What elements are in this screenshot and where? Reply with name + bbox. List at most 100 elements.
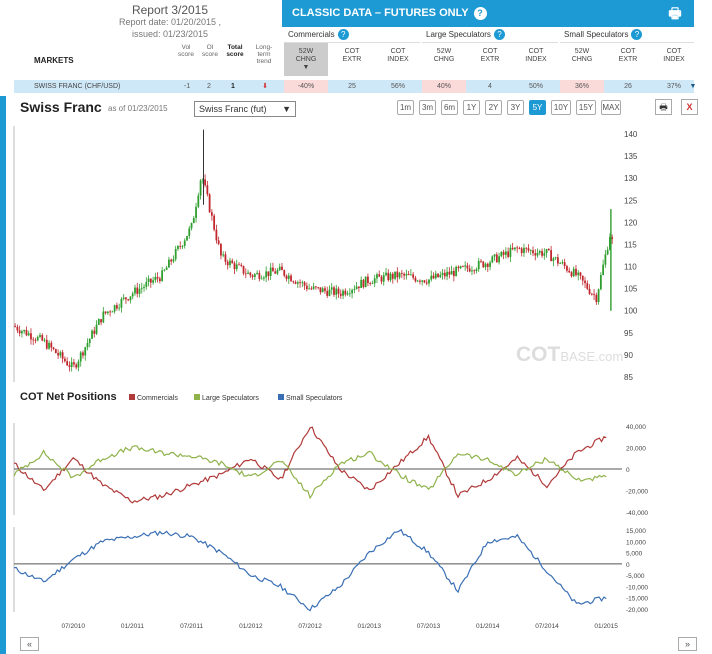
price-tick-label: 110 bbox=[624, 263, 637, 272]
candle-body bbox=[480, 260, 482, 262]
candle-body bbox=[283, 270, 286, 276]
candle-body bbox=[378, 274, 381, 277]
candle-body bbox=[527, 248, 530, 251]
range-button-3m[interactable]: 3m bbox=[419, 100, 436, 115]
total-score-header[interactable]: Total score bbox=[226, 44, 244, 58]
chart-title: Swiss Franc bbox=[20, 99, 102, 115]
candle-body bbox=[95, 324, 98, 334]
candle-body bbox=[389, 273, 392, 281]
candle-body bbox=[364, 276, 367, 288]
candle-body bbox=[158, 278, 161, 282]
y-tick-label: 5,000 bbox=[626, 551, 643, 558]
expand-arrow-icon[interactable]: ▼ bbox=[689, 83, 697, 90]
vol-score-header[interactable]: Vol score bbox=[178, 44, 194, 58]
column-header-chng[interactable]: 52W CHNG bbox=[571, 48, 593, 63]
candle-body bbox=[588, 288, 591, 294]
candle-body bbox=[168, 259, 170, 268]
scroll-right-button[interactable]: » bbox=[678, 637, 697, 651]
x-tick-label: 07/2010 bbox=[61, 623, 85, 630]
x-tick-label: 07/2012 bbox=[298, 623, 322, 630]
candle-body bbox=[66, 361, 69, 366]
report-info: Report 3/2015 Report date: 01/20/2015 , … bbox=[60, 4, 280, 40]
candle-body bbox=[321, 288, 324, 293]
range-button-5y[interactable]: 5Y bbox=[529, 100, 546, 115]
candle-body bbox=[509, 247, 512, 257]
column-header-extr[interactable]: COT EXTR bbox=[480, 48, 500, 63]
candle-body bbox=[434, 273, 437, 279]
total-score: 1 bbox=[231, 83, 235, 90]
candle-body bbox=[355, 286, 358, 290]
candle-body bbox=[177, 246, 179, 250]
candle-body bbox=[136, 287, 139, 294]
candle-body bbox=[294, 282, 297, 284]
legend-small-speculators[interactable]: Small Speculators bbox=[278, 394, 342, 402]
candle-body bbox=[86, 343, 89, 348]
help-icon[interactable]: ? bbox=[473, 7, 487, 20]
legend-commercials[interactable]: Commercials bbox=[129, 394, 178, 402]
candle-body bbox=[391, 273, 394, 279]
left-accent-bar bbox=[0, 96, 6, 654]
range-button-max[interactable]: MAX bbox=[601, 100, 621, 115]
close-icon[interactable]: X bbox=[681, 99, 698, 115]
candle-body bbox=[43, 339, 46, 341]
candle-body bbox=[285, 275, 288, 279]
range-button-2y[interactable]: 2Y bbox=[485, 100, 502, 115]
candle-body bbox=[23, 329, 26, 332]
candle-body bbox=[602, 264, 605, 275]
market-select[interactable]: Swiss Franc (fut) ▼ bbox=[194, 101, 296, 117]
candle-body bbox=[455, 266, 458, 277]
candle-body bbox=[73, 362, 75, 365]
down-arrow-icon: ⬇ bbox=[262, 83, 268, 90]
print-chart-icon[interactable]: 🖶 bbox=[655, 99, 672, 115]
range-button-6m[interactable]: 6m bbox=[441, 100, 458, 115]
candle-body bbox=[287, 275, 290, 279]
help-icon[interactable]: ? bbox=[493, 29, 505, 40]
candle-body bbox=[371, 283, 374, 285]
column-header-extr[interactable]: COT EXTR bbox=[618, 48, 638, 63]
column-header-extr[interactable]: COT EXTR bbox=[342, 48, 362, 63]
y-tick-label: -5,000 bbox=[626, 573, 645, 580]
candle-body bbox=[50, 342, 53, 348]
help-icon[interactable]: ? bbox=[631, 29, 643, 40]
range-button-1m[interactable]: 1m bbox=[397, 100, 414, 115]
market-name[interactable]: SWISS FRANC (CHF/USD) bbox=[34, 83, 121, 90]
candle-body bbox=[493, 254, 496, 257]
column-header-chng[interactable]: 52W CHNG ▼ bbox=[284, 43, 328, 76]
market-row-swiss-franc[interactable] bbox=[14, 80, 694, 93]
help-icon[interactable]: ? bbox=[337, 29, 349, 40]
x-tick-label: 01/2012 bbox=[239, 623, 263, 630]
column-header-index[interactable]: COT INDEX bbox=[525, 48, 547, 63]
range-button-10y[interactable]: 10Y bbox=[551, 100, 571, 115]
watermark: COTBASE.com bbox=[516, 343, 624, 366]
range-button-15y[interactable]: 15Y bbox=[576, 100, 596, 115]
candle-body bbox=[432, 275, 435, 279]
y-tick-label: -15,000 bbox=[626, 596, 648, 603]
candle-body bbox=[75, 364, 78, 368]
candle-body bbox=[396, 271, 399, 278]
y-tick-label: 0 bbox=[626, 467, 630, 474]
y-tick-label: 40,000 bbox=[626, 424, 646, 431]
candle-body bbox=[457, 266, 460, 269]
candle-body bbox=[572, 268, 575, 277]
long-term-trend-header[interactable]: Long-term trend bbox=[255, 44, 273, 65]
candle-body bbox=[405, 274, 408, 276]
candle-body bbox=[276, 270, 279, 274]
candle-body bbox=[274, 271, 277, 274]
candle-body bbox=[400, 272, 403, 274]
candle-body bbox=[231, 260, 234, 264]
candle-body bbox=[609, 237, 611, 250]
legend-large-speculators[interactable]: Large Speculators bbox=[194, 394, 259, 402]
candle-body bbox=[131, 293, 134, 297]
candle-body bbox=[27, 333, 30, 336]
candle-body bbox=[247, 272, 249, 274]
column-header-chng[interactable]: 52W CHNG bbox=[433, 48, 455, 63]
column-header-index[interactable]: COT INDEX bbox=[663, 48, 685, 63]
candle-body bbox=[443, 272, 446, 277]
oi-score-header[interactable]: OI score bbox=[202, 44, 218, 58]
scroll-left-button[interactable]: « bbox=[20, 637, 39, 651]
range-button-1y[interactable]: 1Y bbox=[463, 100, 480, 115]
column-header-index[interactable]: COT INDEX bbox=[387, 48, 409, 63]
range-button-3y[interactable]: 3Y bbox=[507, 100, 524, 115]
printer-icon[interactable]: 🖶 bbox=[668, 5, 682, 21]
candle-body bbox=[242, 265, 245, 274]
